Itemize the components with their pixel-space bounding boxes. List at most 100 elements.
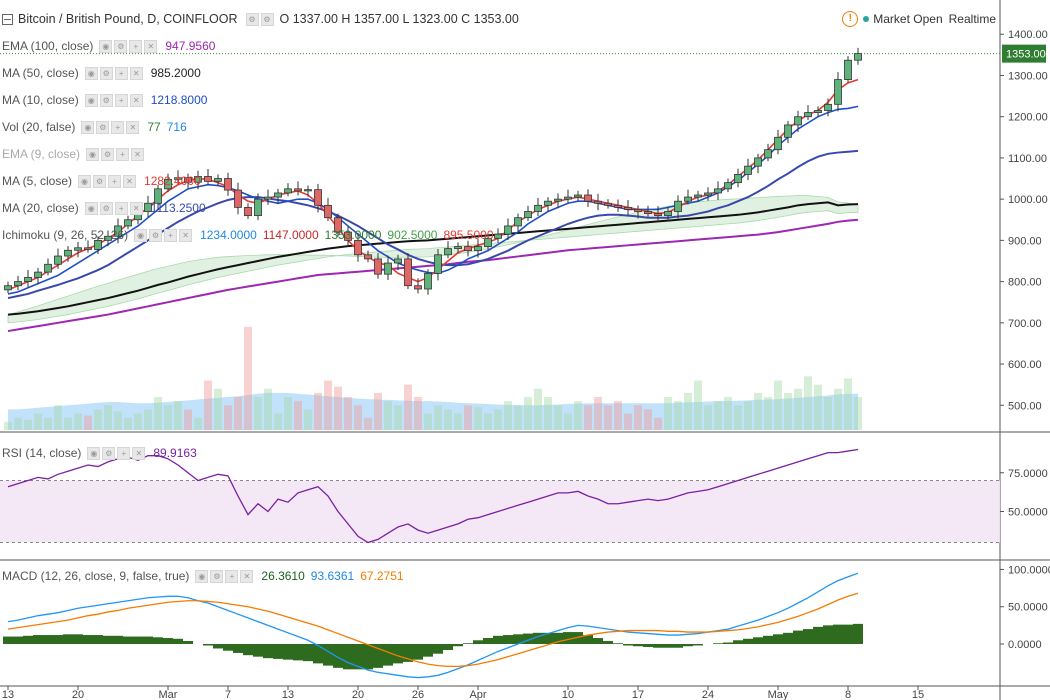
symbol-title: Bitcoin / British Pound, D, COINFLOOR bbox=[18, 12, 238, 26]
ma50-line bbox=[7, 201, 859, 316]
date-tick-label: 13 bbox=[282, 689, 294, 700]
indicator-row[interactable]: Vol (20, false) ◉ ⚙ + ✕ 77 716 bbox=[2, 119, 193, 135]
macd-tick-label: 50.0000 bbox=[1008, 602, 1048, 614]
macd-histogram-bar bbox=[343, 644, 353, 670]
volume-bar bbox=[854, 397, 862, 430]
volume-bar bbox=[384, 401, 392, 430]
eye-icon[interactable]: ◉ bbox=[84, 66, 98, 80]
add-icon[interactable]: + bbox=[117, 446, 131, 460]
macd-histogram-bar bbox=[263, 644, 273, 659]
settings-icon[interactable]: ⚙ bbox=[99, 201, 113, 215]
indicator-row[interactable]: Ichimoku (9, 26, 52, 26) ◉ ⚙ + ✕ 1234.0000 114… bbox=[2, 227, 500, 243]
close-icon[interactable]: ✕ bbox=[179, 228, 193, 242]
close-icon[interactable]: ✕ bbox=[123, 174, 137, 188]
settings-icon[interactable]: ⚙ bbox=[93, 174, 107, 188]
indicator-buttons[interactable]: ◉ ⚙ + ✕ bbox=[84, 66, 143, 80]
candle-body bbox=[304, 189, 312, 192]
eye-icon[interactable]: ◉ bbox=[86, 147, 100, 161]
candle-body bbox=[504, 225, 512, 235]
indicator-buttons[interactable]: ◉ ⚙ + ✕ bbox=[81, 120, 140, 134]
indicator-buttons[interactable]: ◉ ⚙ + ✕ bbox=[84, 201, 143, 215]
indicator-buttons[interactable]: ◉ ⚙ + ✕ bbox=[134, 228, 193, 242]
indicator-row[interactable]: MACD (12, 26, close, 9, false, true) ◉ ⚙ + ✕… bbox=[2, 568, 410, 584]
eye-icon[interactable]: ◉ bbox=[134, 228, 148, 242]
close-icon[interactable]: ✕ bbox=[131, 147, 145, 161]
title-buttons[interactable]: ⚙ ⚙ bbox=[245, 12, 274, 26]
settings-icon[interactable]: ⚙ bbox=[114, 39, 128, 53]
volume-bar bbox=[374, 392, 382, 430]
settings-icon[interactable]: ⚙ bbox=[245, 12, 259, 26]
macd-histogram-bar bbox=[553, 632, 563, 644]
warning-icon[interactable]: ! bbox=[842, 11, 859, 27]
indicator-buttons[interactable]: ◉ ⚙ + ✕ bbox=[84, 93, 143, 107]
settings-icon[interactable]: ⚙ bbox=[101, 147, 115, 161]
close-icon[interactable]: ✕ bbox=[129, 93, 143, 107]
add-icon[interactable]: + bbox=[129, 39, 143, 53]
candle-body bbox=[644, 211, 652, 214]
candle-body bbox=[64, 249, 72, 257]
date-tick-label: 15 bbox=[912, 689, 924, 700]
volume-bar bbox=[414, 397, 422, 430]
candle-body bbox=[394, 258, 402, 264]
close-icon[interactable]: ✕ bbox=[126, 120, 140, 134]
add-icon[interactable]: + bbox=[108, 174, 122, 188]
add-icon[interactable]: + bbox=[225, 569, 239, 583]
indicator-name: MA (5, close) bbox=[2, 174, 73, 188]
macd-histogram-bar bbox=[593, 638, 603, 644]
add-icon[interactable]: + bbox=[114, 66, 128, 80]
macd-histogram-bar bbox=[743, 638, 753, 644]
eye-icon[interactable]: ◉ bbox=[84, 93, 98, 107]
indicator-name: MA (50, close) bbox=[2, 66, 79, 80]
close-icon[interactable]: ✕ bbox=[144, 39, 158, 53]
close-icon[interactable]: ✕ bbox=[129, 66, 143, 80]
add-icon[interactable]: + bbox=[116, 147, 130, 161]
eye-icon[interactable]: ◉ bbox=[99, 39, 113, 53]
settings-icon[interactable]: ⚙ bbox=[210, 569, 224, 583]
indicator-row[interactable]: RSI (14, close) ◉ ⚙ + ✕ 89.9163 bbox=[2, 445, 203, 461]
macd-histogram-bar bbox=[223, 644, 233, 651]
candle-body bbox=[234, 189, 242, 208]
indicator-row[interactable]: MA (50, close) ◉ ⚙ + ✕ 985.2000 bbox=[2, 65, 207, 81]
eye-icon[interactable]: ◉ bbox=[195, 569, 209, 583]
macd-histogram-bar bbox=[573, 632, 583, 644]
macd-histogram-bar bbox=[773, 634, 783, 644]
close-icon[interactable]: ✕ bbox=[132, 446, 146, 460]
last-price-label: 1353.00 bbox=[1006, 49, 1046, 61]
candle-body bbox=[74, 247, 82, 251]
price-tick-label: 1200.00 bbox=[1008, 112, 1048, 124]
settings-icon[interactable]: ⚙ bbox=[99, 93, 113, 107]
volume-bar bbox=[434, 405, 442, 430]
collapse-icon[interactable] bbox=[2, 13, 13, 25]
indicator-row[interactable]: MA (5, close) ◉ ⚙ + ✕ 1282.4000 bbox=[2, 173, 207, 189]
settings-icon[interactable]: ⚙ bbox=[260, 12, 274, 26]
indicator-buttons[interactable]: ◉ ⚙ + ✕ bbox=[87, 446, 146, 460]
indicator-buttons[interactable]: ◉ ⚙ + ✕ bbox=[99, 39, 158, 53]
close-icon[interactable]: ✕ bbox=[129, 201, 143, 215]
settings-icon[interactable]: ⚙ bbox=[99, 66, 113, 80]
eye-icon[interactable]: ◉ bbox=[87, 446, 101, 460]
indicator-buttons[interactable]: ◉ ⚙ + ✕ bbox=[78, 174, 137, 188]
add-icon[interactable]: + bbox=[111, 120, 125, 134]
indicator-buttons[interactable]: ◉ ⚙ + ✕ bbox=[195, 569, 254, 583]
add-icon[interactable]: + bbox=[114, 201, 128, 215]
date-tick-label: Mar bbox=[159, 689, 178, 700]
add-icon[interactable]: + bbox=[114, 93, 128, 107]
rsi-line bbox=[7, 448, 859, 544]
indicator-row[interactable]: MA (10, close) ◉ ⚙ + ✕ 1218.8000 bbox=[2, 92, 213, 108]
indicator-buttons[interactable]: ◉ ⚙ + ✕ bbox=[86, 147, 145, 161]
eye-icon[interactable]: ◉ bbox=[84, 201, 98, 215]
eye-icon[interactable]: ◉ bbox=[81, 120, 95, 134]
macd-histogram-bar bbox=[663, 644, 673, 648]
macd-histogram-bar bbox=[843, 624, 853, 644]
close-icon[interactable]: ✕ bbox=[240, 569, 254, 583]
settings-icon[interactable]: ⚙ bbox=[102, 446, 116, 460]
macd-histogram-bar bbox=[713, 643, 723, 644]
indicator-row[interactable]: EMA (100, close) ◉ ⚙ + ✕ 947.9560 bbox=[2, 38, 221, 54]
settings-icon[interactable]: ⚙ bbox=[149, 228, 163, 242]
volume-bar bbox=[284, 397, 292, 430]
eye-icon[interactable]: ◉ bbox=[78, 174, 92, 188]
add-icon[interactable]: + bbox=[164, 228, 178, 242]
indicator-row[interactable]: EMA (9, close) ◉ ⚙ + ✕ bbox=[2, 146, 152, 162]
settings-icon[interactable]: ⚙ bbox=[96, 120, 110, 134]
indicator-row[interactable]: MA (20, close) ◉ ⚙ + ✕ 1113.2500 bbox=[2, 200, 212, 216]
